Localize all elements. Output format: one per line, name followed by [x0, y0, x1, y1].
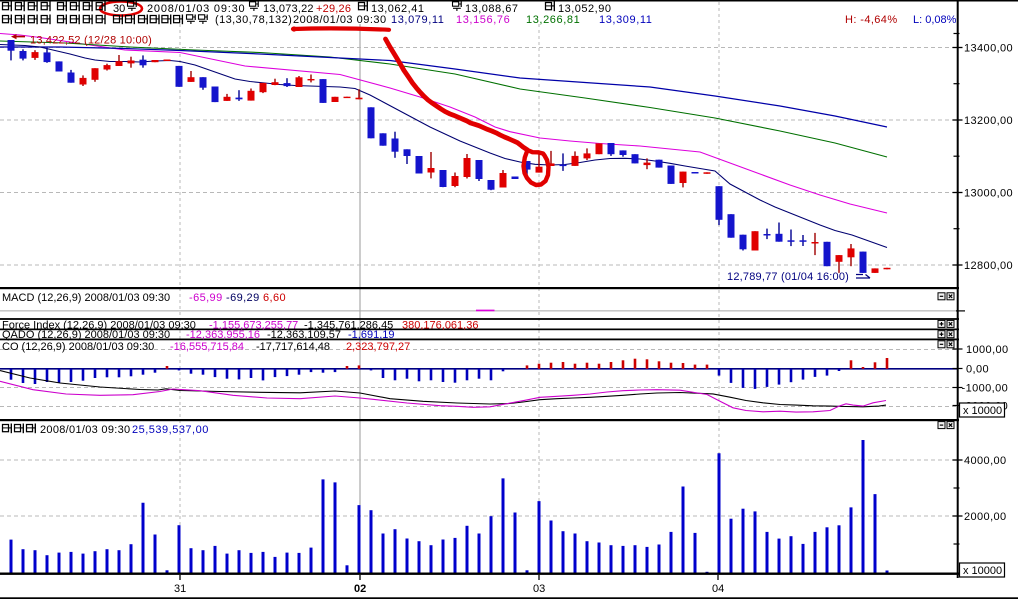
- svg-text:2000,00: 2000,00: [964, 511, 1007, 523]
- svg-text:380,176,061,36: 380,176,061,36: [402, 319, 478, 331]
- svg-text:-1,691,19: -1,691,19: [348, 329, 394, 341]
- svg-text:31: 31: [174, 583, 186, 595]
- svg-text:-17,717,614,48: -17,717,614,48: [256, 341, 330, 353]
- svg-text:-69,29: -69,29: [226, 292, 260, 304]
- svg-text:CO (12,26,9) 2008/01/03 09:30: CO (12,26,9) 2008/01/03 09:30: [2, 341, 154, 353]
- svg-text:13,079,11: 13,079,11: [391, 14, 445, 26]
- svg-text:-16,555,715,84: -16,555,715,84: [170, 341, 244, 353]
- svg-text:x 10000: x 10000: [963, 405, 1002, 417]
- svg-text:13400,00: 13400,00: [964, 43, 1013, 55]
- svg-text:13,088,67: 13,088,67: [465, 3, 518, 15]
- svg-text:L: 0,08%: L: 0,08%: [913, 14, 957, 26]
- svg-text:04: 04: [712, 583, 724, 595]
- svg-text:2008/01/03 09:30: 2008/01/03 09:30: [293, 14, 387, 26]
- svg-text:4000,00: 4000,00: [964, 455, 1007, 467]
- svg-text:x 10000: x 10000: [963, 565, 1002, 577]
- svg-text:Force Index (12,26,9) 2008/01/: Force Index (12,26,9) 2008/01/03 09:30: [2, 319, 196, 331]
- svg-text:-12,363,955,16: -12,363,955,16: [186, 329, 260, 341]
- svg-text:25,539,537,00: 25,539,537,00: [132, 424, 209, 436]
- svg-text:12800,00: 12800,00: [964, 260, 1013, 272]
- svg-text:13,062,41: 13,062,41: [371, 3, 424, 15]
- svg-text:-65,99: -65,99: [189, 292, 223, 304]
- svg-text:13,309,11: 13,309,11: [599, 14, 653, 26]
- svg-text:13000,00: 13000,00: [964, 188, 1013, 200]
- svg-text:+29,26: +29,26: [316, 3, 351, 15]
- svg-text:13200,00: 13200,00: [964, 115, 1013, 127]
- svg-text:13,052,90: 13,052,90: [558, 3, 611, 15]
- svg-text:12,789,77 (01/04 16:00): 12,789,77 (01/04 16:00): [727, 271, 849, 283]
- svg-text:13,156,76: 13,156,76: [456, 14, 510, 26]
- svg-text:03: 03: [533, 583, 545, 595]
- svg-text:QADO (12,26,9) 2008/01/03 09:3: QADO (12,26,9) 2008/01/03 09:30: [2, 329, 170, 341]
- svg-text:H: -4,64%: H: -4,64%: [845, 14, 898, 26]
- svg-text:1000,00: 1000,00: [966, 344, 1009, 356]
- svg-text:6,60: 6,60: [263, 292, 286, 304]
- svg-text:2,323,797,27: 2,323,797,27: [346, 341, 410, 353]
- svg-text:13,073,22: 13,073,22: [263, 3, 314, 15]
- svg-text:2008/01/03 09:30: 2008/01/03 09:30: [40, 424, 130, 436]
- svg-text:13,266,81: 13,266,81: [526, 14, 580, 26]
- svg-text:MACD (12,26,9) 2008/01/03 09:3: MACD (12,26,9) 2008/01/03 09:30: [2, 292, 170, 304]
- svg-text:(13,30,78,132): (13,30,78,132): [215, 14, 292, 26]
- svg-text:-1,345,761,286,45: -1,345,761,286,45: [304, 319, 393, 331]
- svg-text:-12,363,109,57: -12,363,109,57: [267, 329, 341, 341]
- svg-text:30: 30: [113, 3, 125, 15]
- svg-text:0,00: 0,00: [966, 364, 989, 376]
- svg-text:2008/01/03 09:30: 2008/01/03 09:30: [147, 3, 245, 15]
- svg-text:02: 02: [354, 583, 366, 595]
- svg-text:-1000,00: -1000,00: [962, 383, 1009, 395]
- svg-text:-1,155,673,255,77: -1,155,673,255,77: [209, 319, 298, 331]
- svg-text:13,422,52 (12/28 10:00): 13,422,52 (12/28 10:00): [30, 35, 152, 47]
